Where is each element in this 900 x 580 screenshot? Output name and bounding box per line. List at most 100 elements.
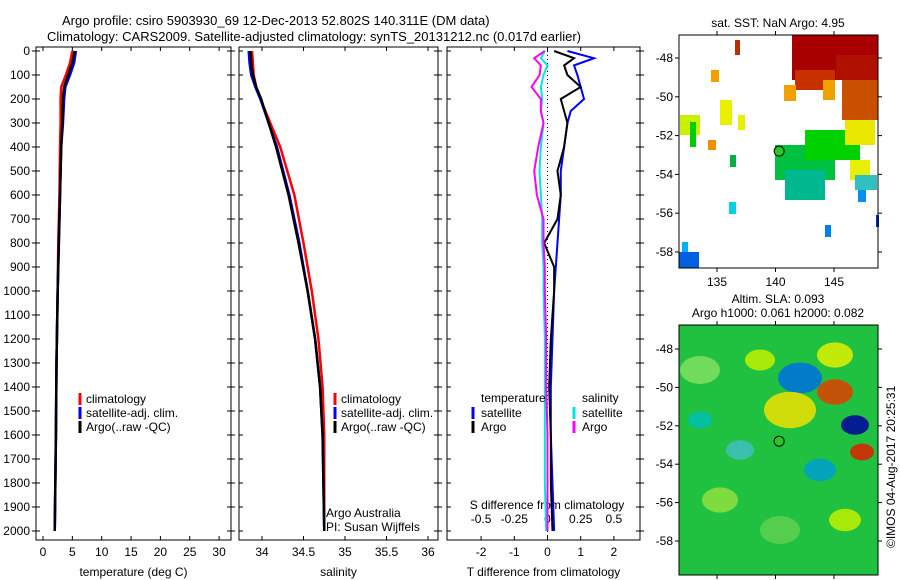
y-tick-label: 800 bbox=[10, 236, 30, 250]
legend-label: climatology bbox=[341, 392, 401, 406]
legend-label: Argo bbox=[481, 420, 507, 434]
sst-cell bbox=[708, 140, 716, 150]
argo-location-marker bbox=[773, 435, 785, 447]
y-tick-label: 500 bbox=[10, 164, 30, 178]
sla-anomaly bbox=[817, 379, 853, 405]
x-tick-label: 25 bbox=[183, 545, 197, 559]
y-tick-label: 700 bbox=[10, 212, 30, 226]
sla-anomaly bbox=[841, 415, 869, 435]
panel-frame-0 bbox=[35, 46, 232, 541]
y-tick-label: 400 bbox=[10, 140, 30, 154]
sst-cell bbox=[836, 55, 878, 80]
sst-cell bbox=[858, 190, 866, 202]
x-axis-label: salinity bbox=[320, 565, 357, 579]
y-tick-label: 1300 bbox=[3, 356, 30, 370]
sla-anomaly bbox=[817, 342, 853, 368]
sst-cell bbox=[735, 40, 740, 55]
y-tick-label: 1400 bbox=[3, 380, 30, 394]
legend-title-salinity: salinity bbox=[582, 391, 619, 405]
y-tick-label: 300 bbox=[10, 116, 30, 130]
lat-tick-label: -54 bbox=[656, 457, 674, 471]
map-frame bbox=[678, 34, 879, 269]
sst-cell bbox=[730, 155, 736, 167]
lat-tick-label: -56 bbox=[656, 496, 674, 510]
lon-tick-label: 135 bbox=[707, 275, 727, 289]
credit-pi: PI: Susan Wijffels bbox=[326, 520, 420, 534]
lat-tick-label: -58 bbox=[656, 245, 674, 259]
legend-label: satellite-adj. clim. bbox=[341, 406, 433, 420]
lat-tick-label: -58 bbox=[656, 534, 674, 548]
salinity-line-2 bbox=[249, 50, 326, 532]
x-axis-label: temperature (deg C) bbox=[79, 565, 187, 579]
legend-label: satellite bbox=[481, 406, 522, 420]
lat-tick-label: -54 bbox=[656, 167, 674, 181]
y-tick-label: 1100 bbox=[4, 308, 30, 322]
y-tick-label: 200 bbox=[10, 92, 30, 106]
legend-label: Argo(..raw -QC) bbox=[341, 420, 426, 434]
imos-stamp: ©IMOS 04-Aug-2017 20:25:31 bbox=[884, 385, 898, 548]
lat-tick-label: -56 bbox=[656, 206, 674, 220]
x-tick-label: -1 bbox=[509, 545, 520, 559]
sst-cell bbox=[720, 100, 732, 125]
sst-cell bbox=[679, 252, 699, 268]
y-tick-label: 1800 bbox=[3, 476, 30, 490]
sst-cell bbox=[738, 115, 745, 130]
s-tick-label: -0.25 bbox=[501, 512, 529, 526]
salinity-line-0 bbox=[250, 50, 326, 531]
x-tick-label: -2 bbox=[476, 545, 487, 559]
difference-line-3 bbox=[530, 50, 549, 531]
lat-tick-label: -52 bbox=[656, 129, 674, 143]
legend-label: satellite-adj. clim. bbox=[86, 406, 178, 420]
sla-anomaly bbox=[850, 443, 874, 461]
x-axis-label: T difference from climatology bbox=[467, 565, 621, 579]
x-tick-label: 36 bbox=[421, 545, 435, 559]
lat-tick-label: -50 bbox=[656, 90, 674, 104]
y-tick-label: 0 bbox=[23, 44, 30, 58]
sla-anomaly bbox=[702, 487, 738, 513]
map-title: Argo h1000: 0.061 h2000: 0.082 bbox=[692, 306, 864, 320]
y-tick-label: 1600 bbox=[3, 428, 30, 442]
sst-cell bbox=[729, 202, 736, 214]
y-tick-label: 1700 bbox=[3, 452, 30, 466]
legend-label: satellite bbox=[582, 406, 623, 420]
sla-anomaly bbox=[745, 349, 775, 371]
sst-cell bbox=[690, 122, 696, 147]
lat-tick-label: -48 bbox=[656, 342, 674, 356]
sst-cell bbox=[823, 80, 835, 100]
credit-org: Argo Australia bbox=[326, 506, 401, 520]
y-tick-label: 100 bbox=[10, 68, 30, 82]
temperature-line-2 bbox=[53, 50, 76, 532]
figure-title-line1: Argo profile: csiro 5903930_69 12-Dec-20… bbox=[62, 13, 490, 28]
lat-tick-label: -48 bbox=[656, 51, 674, 65]
x-tick-label: 1 bbox=[577, 545, 584, 559]
s-tick-label: 0.25 bbox=[569, 512, 593, 526]
figure-title-line2: Climatology: CARS2009. Satellite-adjuste… bbox=[47, 29, 582, 44]
sst-cell bbox=[785, 170, 825, 200]
s-tick-label: 0.5 bbox=[606, 512, 623, 526]
sst-cell bbox=[711, 70, 719, 82]
legend-label: climatology bbox=[86, 392, 146, 406]
map-frame bbox=[678, 324, 879, 576]
y-tick-label: 1900 bbox=[3, 500, 30, 514]
sst-cell bbox=[825, 225, 831, 237]
x-tick-label: 30 bbox=[212, 545, 226, 559]
sla-anomaly bbox=[778, 362, 822, 394]
x-tick-label: 2 bbox=[611, 545, 618, 559]
x-tick-label: 35 bbox=[338, 545, 352, 559]
map-title: Altim. SLA: 0.093 bbox=[732, 292, 825, 306]
sst-cell bbox=[855, 175, 877, 190]
x-tick-label: 15 bbox=[124, 545, 138, 559]
lon-tick-label: 140 bbox=[765, 275, 785, 289]
panel-frame-2 bbox=[446, 46, 641, 541]
y-tick-label: 1200 bbox=[3, 332, 30, 346]
argo-location-marker bbox=[773, 145, 785, 157]
x-tick-label: 10 bbox=[95, 545, 109, 559]
x-tick-label: 20 bbox=[154, 545, 168, 559]
map-title: sat. SST: NaN Argo: 4.95 bbox=[711, 16, 845, 30]
x-tick-label: 0 bbox=[40, 545, 47, 559]
difference-line-0 bbox=[549, 50, 598, 532]
sla-anomaly bbox=[764, 391, 816, 429]
x-tick-label: 35.5 bbox=[375, 545, 399, 559]
lat-tick-label: -50 bbox=[656, 380, 674, 394]
